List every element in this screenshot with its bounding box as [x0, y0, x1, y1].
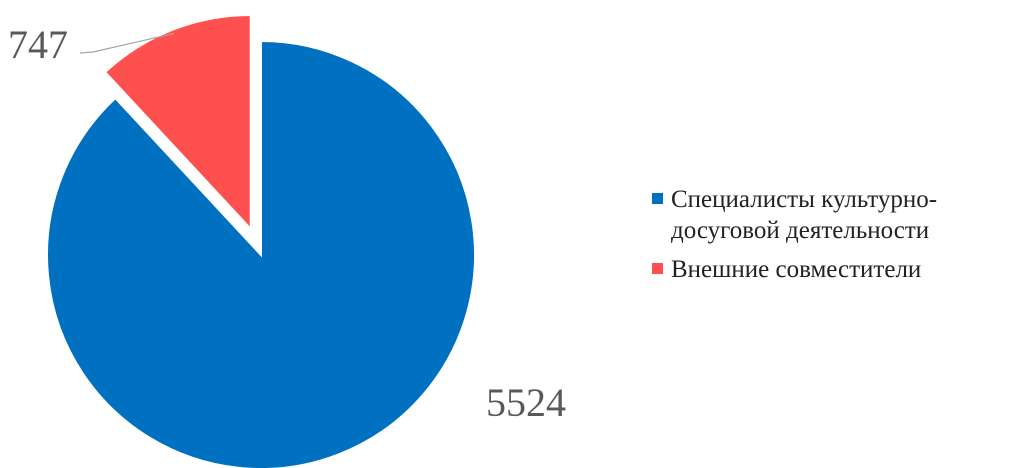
legend-item-external: Внешние совместители: [652, 254, 1012, 285]
legend-swatch-specialists: [652, 193, 663, 204]
legend-label-specialists-line-1: Специалисты культурно-: [671, 186, 938, 213]
legend-label-external-line-1: Внешние совместители: [671, 256, 922, 283]
leader-line-external: [79, 32, 175, 54]
pie-slice-external: [103, 13, 252, 232]
data-label-external: 747: [8, 22, 68, 67]
pie-slice-specialists: [46, 39, 476, 468]
data-label-specialists: 5524: [486, 380, 566, 425]
legend-swatch-external: [652, 263, 663, 274]
legend-label-specialists-line-2: досуговой деятельности: [671, 217, 930, 244]
legend-label-specialists: Специалисты культурно- досуговой деятель…: [671, 184, 937, 246]
legend-label-external: Внешние совместители: [671, 254, 921, 285]
chart-legend: Специалисты культурно- досуговой деятель…: [652, 184, 1012, 293]
legend-item-specialists: Специалисты культурно- досуговой деятель…: [652, 184, 1012, 246]
